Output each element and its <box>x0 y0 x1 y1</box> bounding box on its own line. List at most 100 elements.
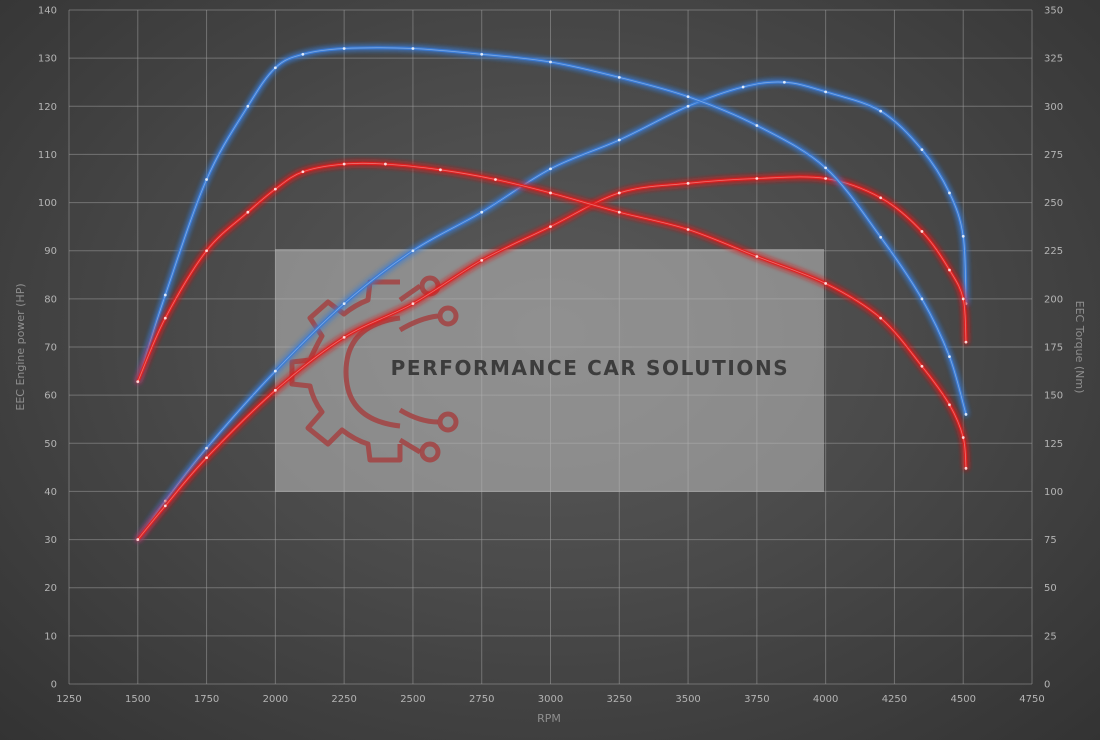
y-right-axis-title: EEC Torque (Nm) <box>1073 301 1086 394</box>
series-point <box>549 225 552 229</box>
series-point <box>920 297 924 301</box>
series-point <box>163 504 167 508</box>
series-point <box>824 90 828 94</box>
series-point <box>617 191 621 195</box>
y-left-tick-label: 90 <box>44 246 57 257</box>
x-tick-label: 3000 <box>538 694 563 705</box>
y-right-tick-label: 75 <box>1044 535 1057 546</box>
x-tick-label: 2000 <box>263 694 288 705</box>
y-right-tick-label: 225 <box>1044 246 1063 257</box>
series-point <box>494 178 497 181</box>
series-point <box>205 249 208 253</box>
y-left-tick-label: 120 <box>38 102 57 113</box>
series-point <box>480 52 484 56</box>
x-tick-label: 1500 <box>125 694 150 705</box>
y-left-tick-label: 50 <box>44 439 57 450</box>
y-left-tick-label: 30 <box>44 535 57 546</box>
series-point <box>755 124 759 127</box>
series-point <box>964 340 968 344</box>
x-tick-label: 1750 <box>194 694 219 705</box>
series-point <box>948 403 951 407</box>
series-point <box>686 228 690 231</box>
series-point <box>205 456 208 460</box>
y-left-tick-label: 0 <box>51 680 57 691</box>
series-point <box>964 466 968 470</box>
y-left-tick-label: 130 <box>38 54 57 65</box>
series-point <box>163 499 167 503</box>
y-left-tick-label: 80 <box>44 294 57 305</box>
y-right-tick-label: 150 <box>1044 391 1063 402</box>
series-point <box>342 162 346 166</box>
series-point <box>411 47 415 50</box>
series-point <box>824 282 828 285</box>
y-right-tick-label: 275 <box>1044 150 1063 161</box>
series-point <box>205 178 208 181</box>
y-right-tick-label: 100 <box>1044 487 1063 498</box>
series-3-group <box>136 161 968 470</box>
x-tick-label: 4000 <box>813 694 838 705</box>
series-point <box>480 258 484 262</box>
y-right-tick-label: 325 <box>1044 54 1063 65</box>
series-point <box>755 177 759 180</box>
y-left-tick-label: 100 <box>38 198 57 209</box>
series-point <box>964 413 968 416</box>
x-tick-label: 4500 <box>950 694 975 705</box>
series-point <box>617 76 621 79</box>
y-right-tick-labels: 0 25 50 75 100 125 150 175 200 225 250 275 300 325 350 <box>1044 6 1063 691</box>
y-right-tick-label: 350 <box>1044 6 1063 17</box>
series-point <box>617 210 621 214</box>
series-point <box>824 166 828 170</box>
series-point <box>686 104 690 108</box>
series-point <box>342 47 346 50</box>
series-layer <box>136 46 968 542</box>
x-tick-label: 3750 <box>744 694 769 705</box>
series-point <box>273 187 277 191</box>
series-point <box>246 210 250 214</box>
series-point <box>273 66 277 70</box>
y-right-tick-label: 250 <box>1044 198 1063 209</box>
x-tick-label: 4750 <box>1019 694 1044 705</box>
series-point <box>342 335 346 339</box>
y-right-tick-label: 125 <box>1044 439 1063 450</box>
series-point <box>480 210 484 214</box>
series-point <box>342 302 346 306</box>
series-point <box>948 191 951 195</box>
series-point <box>824 177 828 180</box>
series-point <box>136 538 140 541</box>
y-right-tick-label: 50 <box>1044 583 1057 594</box>
series-point <box>755 255 759 258</box>
x-tick-label: 3250 <box>607 694 632 705</box>
y-left-axis-title: EEC Engine power (HP) <box>14 283 27 410</box>
series-point <box>879 316 883 320</box>
series-point <box>879 235 883 239</box>
x-tick-label: 1250 <box>56 694 81 705</box>
series-point <box>163 316 167 320</box>
series-point <box>782 80 786 84</box>
y-left-tick-label: 20 <box>44 583 57 594</box>
series-point <box>961 234 965 238</box>
series-point <box>384 162 387 166</box>
x-tick-label: 2250 <box>331 694 356 705</box>
series-point <box>741 85 745 89</box>
series-point <box>961 297 965 301</box>
x-tick-label: 4250 <box>882 694 907 705</box>
series-2-group <box>136 46 968 416</box>
series-point <box>205 446 208 450</box>
series-point <box>879 109 883 113</box>
y-right-tick-label: 200 <box>1044 294 1063 305</box>
x-tick-label: 2750 <box>469 694 494 705</box>
series-point <box>246 104 250 108</box>
y-right-tick-label: 25 <box>1044 631 1057 642</box>
series-point <box>411 249 415 253</box>
x-tick-label: 3500 <box>675 694 700 705</box>
series-point <box>301 52 305 56</box>
gear-logo-icon <box>289 275 459 463</box>
watermark-text: PERFORMANCE CAR SOLUTIONS <box>391 356 790 380</box>
y-left-tick-label: 110 <box>38 150 57 161</box>
series-point <box>273 369 277 373</box>
x-tick-labels: 1250 1500 1750 2000 2250 2500 2750 3000 3250 3500… <box>56 694 1044 705</box>
series-point <box>686 181 690 185</box>
series-point <box>948 268 951 272</box>
series-point <box>549 60 552 64</box>
